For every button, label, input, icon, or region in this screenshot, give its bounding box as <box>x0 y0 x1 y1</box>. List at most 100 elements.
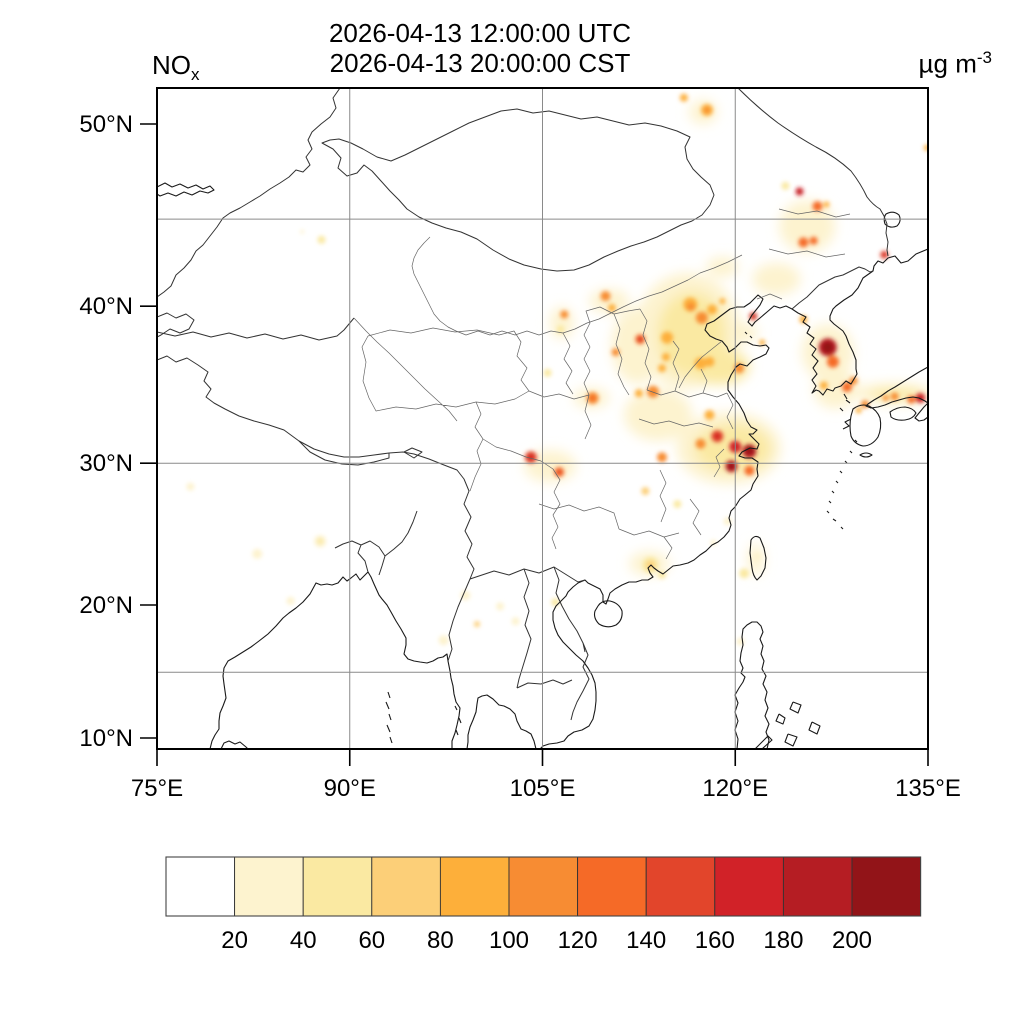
pollution-spot <box>759 339 766 346</box>
pollution-spot <box>734 363 745 374</box>
coastline-myanmar-india <box>209 571 461 749</box>
pollution-region <box>722 322 759 343</box>
colorbar-box <box>577 856 647 917</box>
pollution-spot <box>882 395 889 401</box>
border-himalaya-southeast-asia <box>157 355 586 583</box>
pollution-spot <box>317 538 324 545</box>
species-subscript: x <box>191 65 200 85</box>
pollution-spot <box>704 356 715 367</box>
colorbar-box <box>508 856 579 917</box>
pollution-spot <box>704 107 710 113</box>
colorbar-tick-label: 180 <box>763 927 803 954</box>
colorbar-tick-label: 20 <box>221 927 248 954</box>
border-mongolia <box>321 108 715 272</box>
pollution-spot <box>460 590 471 601</box>
pollution-spot <box>300 229 305 234</box>
pollution-spot <box>607 303 616 312</box>
pollution-spot <box>551 598 560 607</box>
pollution-spot <box>923 144 928 151</box>
pollution-spot <box>600 291 611 302</box>
pollution-spot <box>753 552 762 561</box>
title-cst: 2026-04-13 20:00:00 CST <box>329 48 631 78</box>
island-honshu <box>865 366 928 422</box>
province-lines-inner-mongolia <box>411 236 743 336</box>
pollution-spot <box>661 353 670 361</box>
lon-tick-label: 90°E <box>324 775 376 802</box>
border-amur-ussuri <box>737 88 889 257</box>
lat-tick-label: 50°N <box>79 111 133 138</box>
island-hainan <box>593 600 623 628</box>
units-base: µg m <box>918 48 977 79</box>
pollution-spot <box>797 189 802 194</box>
colorbar-tick-label: 100 <box>489 927 529 954</box>
pollution-spot <box>556 325 565 334</box>
axis-ticks <box>140 123 929 766</box>
colorbar-box <box>851 856 922 917</box>
pollution-spot <box>556 469 562 475</box>
pollution-spot <box>438 635 449 646</box>
lat-tick-label: 40°N <box>79 293 133 320</box>
pollution-spot <box>695 311 708 324</box>
province-lines-xinjiang-qinghai <box>353 317 530 422</box>
lat-tick-label: 30°N <box>79 450 133 477</box>
pollution-spot <box>286 596 295 605</box>
province-lines-northeast <box>756 208 851 300</box>
pollution-spot <box>704 410 715 420</box>
lat-tick-label: 20°N <box>79 592 133 619</box>
lon-tick-label: 75°E <box>131 775 183 802</box>
colorbar-box <box>645 856 716 917</box>
units-superscript: -3 <box>976 48 992 67</box>
pollution-spot <box>728 463 735 470</box>
pollution-spot <box>781 181 790 190</box>
lon-tick-label: 120°E <box>702 775 768 802</box>
province-lines-tibet-sichuan-yunnan <box>469 390 592 550</box>
lake-balkhash <box>157 182 215 197</box>
island-kyushu <box>839 399 882 447</box>
pollution-spot <box>686 303 695 311</box>
pollution-spot <box>714 433 721 440</box>
lon-tick-label: 105°E <box>510 775 576 802</box>
species-label: NOx <box>152 50 200 85</box>
pollution-region <box>624 389 693 441</box>
coastline-gulf-of-thailand <box>466 694 537 749</box>
coastline-sri-lanka-tip <box>220 740 249 749</box>
pollution-spot <box>611 348 620 357</box>
pollution-spot <box>661 331 674 344</box>
pollution-spot <box>657 452 667 463</box>
pollution-spot <box>527 454 534 461</box>
pollution-spot <box>694 357 707 370</box>
colorbar-box <box>165 856 236 917</box>
province-borders <box>353 208 851 560</box>
colorbar-tick-label: 60 <box>358 927 385 954</box>
pollution-spot <box>634 389 643 398</box>
borders-indochina <box>447 566 590 721</box>
pollution-spot <box>695 438 706 449</box>
pollution-spot <box>252 548 263 559</box>
axis-tick-labels: 50°N 40°N 30°N 20°N 10°N 75°E 90°E 105°E 120°E 13… <box>79 111 960 802</box>
islands-ryukyu <box>826 393 858 530</box>
islands-visayas <box>754 701 821 749</box>
pollution-spot <box>798 237 809 248</box>
colorbar-box <box>439 856 510 917</box>
colorbar-tick-label: 160 <box>695 927 735 954</box>
pollution-spot <box>641 487 650 496</box>
pollution-spot <box>823 201 830 208</box>
pollution-spot <box>822 342 833 353</box>
pollution-spot <box>719 298 726 305</box>
colorbar-box <box>782 856 853 917</box>
pollution-region <box>706 257 739 277</box>
units-label: µg m-3 <box>919 48 992 80</box>
islands-bohai-andaman <box>385 331 753 744</box>
province-lines-shanxi-shaanxi <box>562 306 652 396</box>
colorbar-tick-label: 200 <box>832 927 872 954</box>
pollution-spot <box>673 500 682 509</box>
colorbar-tick-label: 140 <box>626 927 666 954</box>
pollution-spot <box>819 381 828 390</box>
pollution-spot <box>658 364 666 373</box>
pollution-spot <box>842 382 852 393</box>
pollution-spot <box>474 621 480 628</box>
pollution-spot <box>496 602 505 611</box>
coastline-mainland-asia <box>539 248 928 749</box>
